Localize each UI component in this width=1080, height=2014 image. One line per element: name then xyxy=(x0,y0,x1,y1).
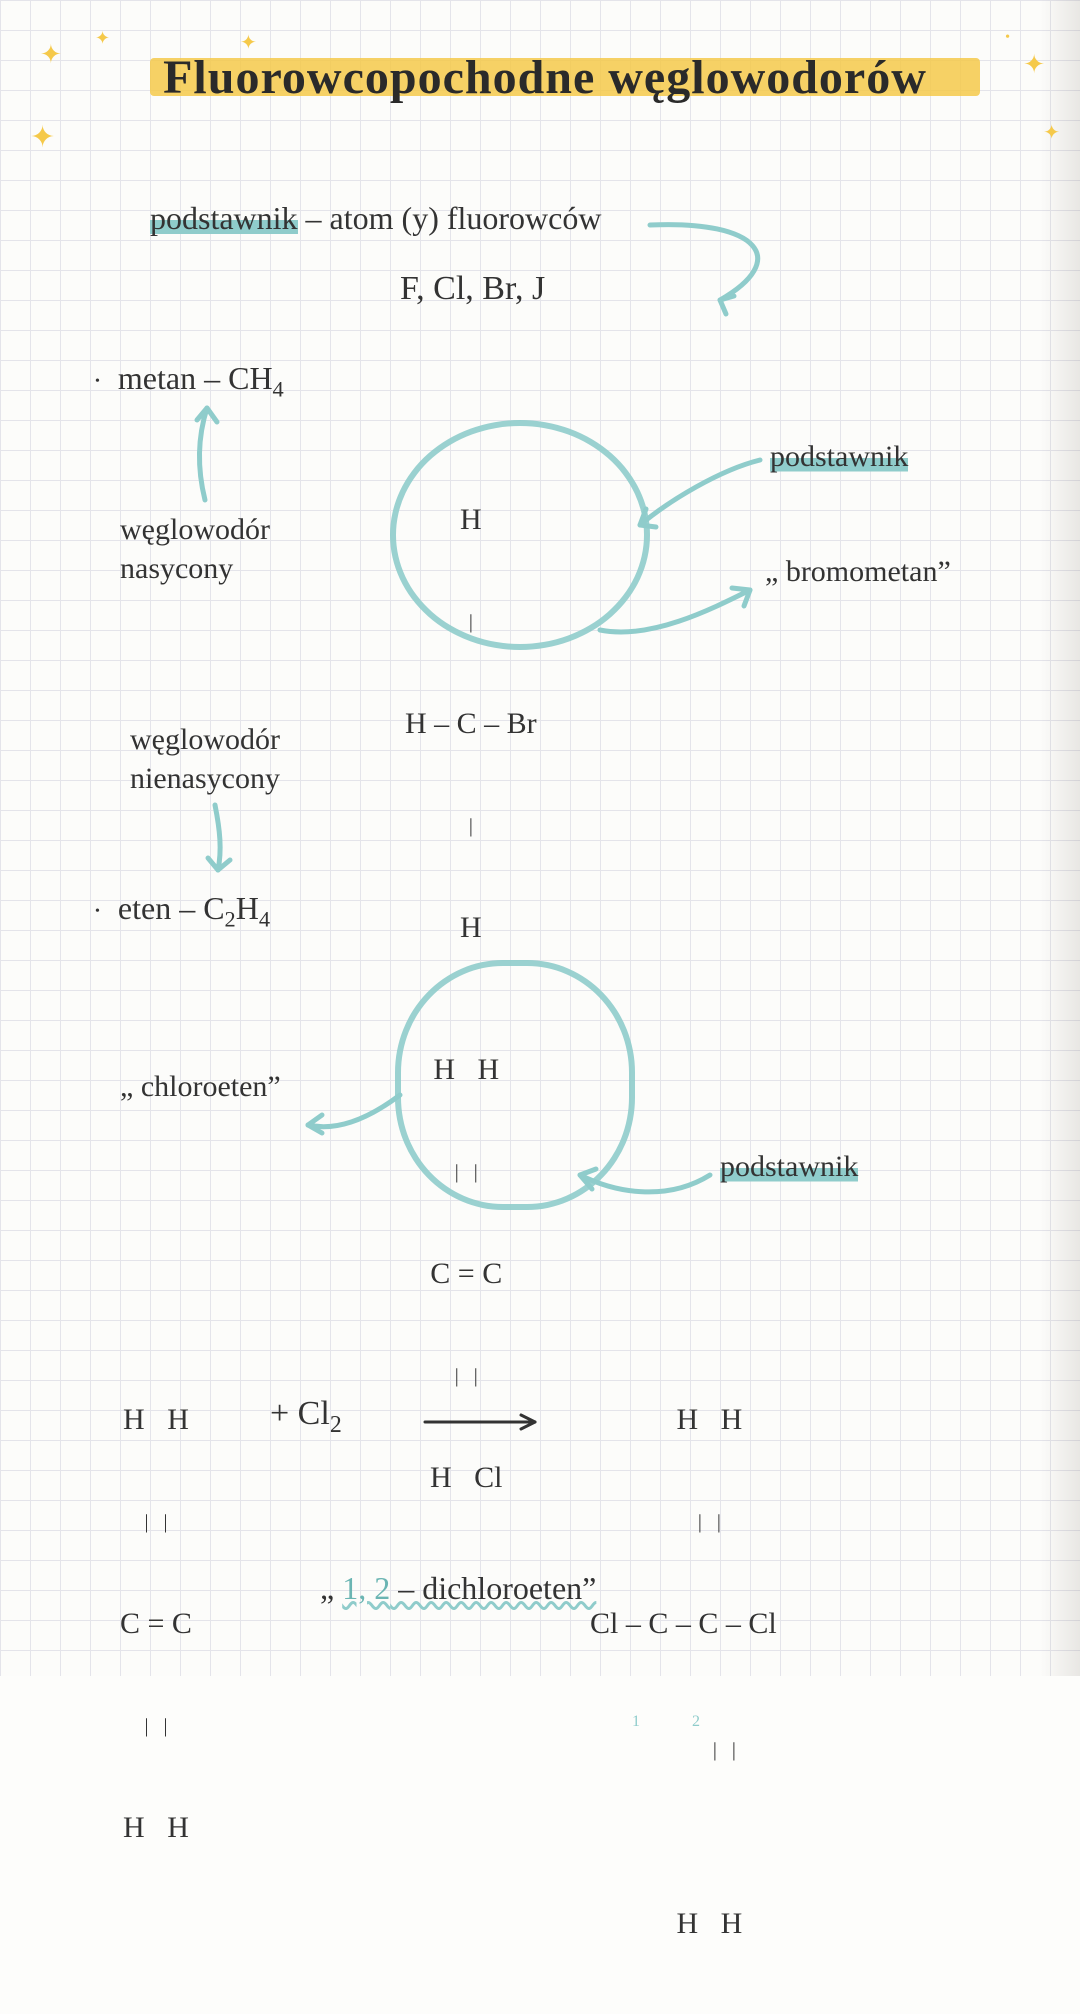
term-podstawnik: podstawnik xyxy=(150,200,298,236)
chem-row: C = C xyxy=(120,1606,192,1642)
chem-row: | | xyxy=(590,1510,777,1534)
chem-row: | | xyxy=(120,1714,192,1738)
definition-line: podstawnik – atom (y) fluorowców xyxy=(150,200,601,237)
title-block: Fluorowcopochodne węglowodorów xyxy=(70,50,1020,105)
arrow-definition-to-halogens xyxy=(640,210,810,320)
sparkle-icon: ✦ xyxy=(95,28,110,49)
label-podstawnik-1: podstawnik xyxy=(770,440,908,474)
product-name: „ 1, 2 – dichloroeten” xyxy=(320,1570,596,1607)
chem-row-with-idx: | | 1 2 xyxy=(590,1714,777,1834)
arrow-to-podstawnik-1 xyxy=(630,450,770,540)
label-saturated-hydrocarbon: węglowodór nasycony xyxy=(120,510,270,588)
sparkle-icon: ✦ xyxy=(1043,120,1060,145)
arrow-to-podstawnik-2 xyxy=(570,1150,720,1220)
chem-row: H H xyxy=(590,1906,777,1942)
metan-line: • metan – CH4 xyxy=(95,360,284,402)
arrow-unsaturated-to-eten xyxy=(200,800,250,880)
label-bromometan: „ bromometan” xyxy=(765,555,951,589)
eten-line: • eten – C2H4 xyxy=(95,890,270,932)
chem-row: H H xyxy=(120,1402,192,1438)
chem-row: | | xyxy=(713,1739,736,1761)
label-unsaturated-hydrocarbon: węglowodór nienasycony xyxy=(130,720,280,798)
structure-dichloroetan: H H | | Cl – C – C – Cl | | 1 2 H H xyxy=(590,1330,777,2014)
chem-row: H H xyxy=(590,1402,777,1438)
sparkle-icon: ✦ xyxy=(30,120,55,155)
metan-sub: 4 xyxy=(273,376,284,401)
chem-row: H xyxy=(405,910,537,946)
page-content: ✦ ✦ ✦ ✦ ✦ ✦ • Fluorowcopochodne węglowod… xyxy=(0,0,1080,1676)
chem-row: | | xyxy=(120,1510,192,1534)
sparkle-icon: • xyxy=(1005,30,1010,46)
arrow-to-bromometan-name xyxy=(590,580,760,650)
arrow-to-chloroeten-name xyxy=(300,1085,410,1145)
label-podstawnik-2: podstawnik xyxy=(720,1150,858,1184)
carbon-index-1: 1 xyxy=(632,1712,640,1731)
plus-cl: + Cl xyxy=(270,1395,330,1432)
eten-sub1: 2 xyxy=(225,906,236,931)
product-name-rest: – dichloroeten” xyxy=(390,1570,596,1606)
page-title: Fluorowcopochodne węglowodorów xyxy=(70,50,1020,105)
sparkle-icon: ✦ xyxy=(40,40,62,70)
chem-row: | xyxy=(405,814,537,838)
chem-row: H Cl xyxy=(430,1460,503,1496)
chem-row: Cl – C – C – Cl xyxy=(590,1606,777,1642)
bullet-icon: • xyxy=(95,374,100,389)
podstawnik-text: podstawnik xyxy=(770,440,908,473)
chem-row: C = C xyxy=(430,1256,503,1292)
chem-row: | | xyxy=(430,1364,503,1388)
label-chloroeten: „ chloroeten” xyxy=(120,1070,281,1104)
product-locants: 1, 2 xyxy=(342,1570,390,1606)
quote-open: „ xyxy=(320,1570,342,1606)
structure-eten-reactant: H H | | C = C | | H H xyxy=(120,1330,192,1918)
chem-row: H H xyxy=(120,1810,192,1846)
chem-row: H – C – Br xyxy=(405,706,537,742)
sparkle-icon: ✦ xyxy=(1023,50,1045,80)
eten-text2: H xyxy=(236,890,259,926)
reaction-arrow xyxy=(420,1410,550,1440)
eten-text: eten – C xyxy=(118,890,225,926)
eten-sub2: 4 xyxy=(259,906,270,931)
podstawnik-text-2: podstawnik xyxy=(720,1150,858,1183)
definition-rest: – atom (y) fluorowców xyxy=(298,200,602,236)
reaction-plus-cl2: + Cl2 xyxy=(270,1395,342,1439)
metan-text: metan – CH xyxy=(118,360,273,396)
arrow-saturated-to-metan xyxy=(185,400,245,510)
halogen-list: F, Cl, Br, J xyxy=(400,270,545,308)
cl2-sub: 2 xyxy=(330,1412,342,1438)
bullet-icon: • xyxy=(95,904,100,919)
carbon-index-2: 2 xyxy=(692,1712,700,1731)
